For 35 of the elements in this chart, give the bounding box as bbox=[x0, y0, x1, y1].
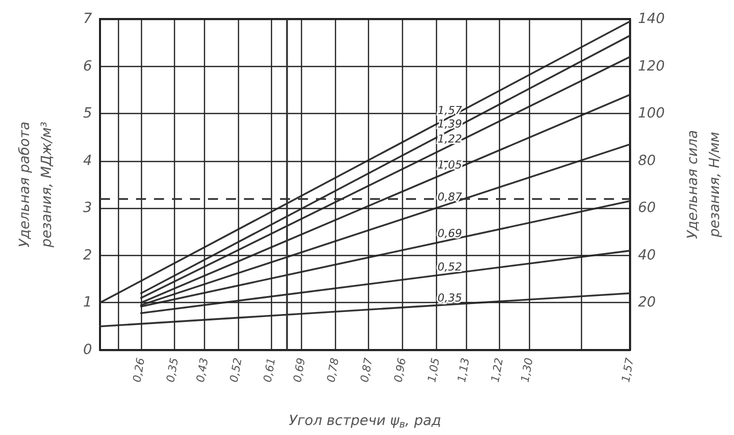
x-tick-label: 1,05 bbox=[425, 356, 442, 384]
x-tick-label: 0,35 bbox=[164, 356, 182, 384]
y2-tick-label: 60 bbox=[638, 200, 656, 216]
x-tick-label: 0,26 bbox=[130, 356, 148, 384]
y-tick-label: 7 bbox=[83, 11, 92, 27]
series-label: 1,22 bbox=[438, 132, 462, 146]
y2-tick-label: 120 bbox=[638, 58, 665, 74]
series-label: 0,35 bbox=[438, 292, 462, 305]
y-tick-label: 5 bbox=[83, 106, 92, 122]
x-tick-label: 0,87 bbox=[358, 356, 376, 384]
x-tick-label: 0,69 bbox=[290, 356, 308, 384]
y-tick-label: 6 bbox=[83, 58, 92, 74]
x-tick-label: 1,30 bbox=[518, 356, 536, 384]
y-tick-label: 0 bbox=[83, 342, 92, 358]
series-label: 0,52 bbox=[438, 260, 462, 274]
y-axis-title: Удельная работа резания, МДж/м³ bbox=[17, 121, 55, 248]
x-tick-label: 1,22 bbox=[488, 356, 506, 384]
y-tick-label: 4 bbox=[83, 152, 92, 169]
y-tick-label: 1 bbox=[83, 294, 92, 311]
x-tick-label: 0,96 bbox=[392, 356, 409, 384]
y-tick-label: 3 bbox=[83, 200, 92, 216]
x-tick-label: 0,43 bbox=[194, 356, 211, 384]
y2-tick-label: 80 bbox=[638, 152, 656, 169]
y2-tick-label: 100 bbox=[638, 106, 665, 122]
x-tick-label: 0,52 bbox=[227, 356, 244, 384]
y2-tick-label: 140 bbox=[638, 11, 665, 27]
y-tick-label: 2 bbox=[83, 247, 92, 264]
x-tick-label: 1,57 bbox=[619, 356, 636, 384]
y2-tick-label: 40 bbox=[638, 247, 656, 264]
x-tick-label: 1,13 bbox=[455, 356, 472, 384]
x-tick-label: 0,61 bbox=[261, 356, 278, 384]
y2-tick-label: 20 bbox=[638, 294, 656, 311]
x-tick-label: 0,78 bbox=[324, 356, 342, 384]
y2-axis-title: Удельная сила резания, Н/мм bbox=[685, 130, 723, 239]
series-label: 0,69 bbox=[438, 226, 462, 240]
